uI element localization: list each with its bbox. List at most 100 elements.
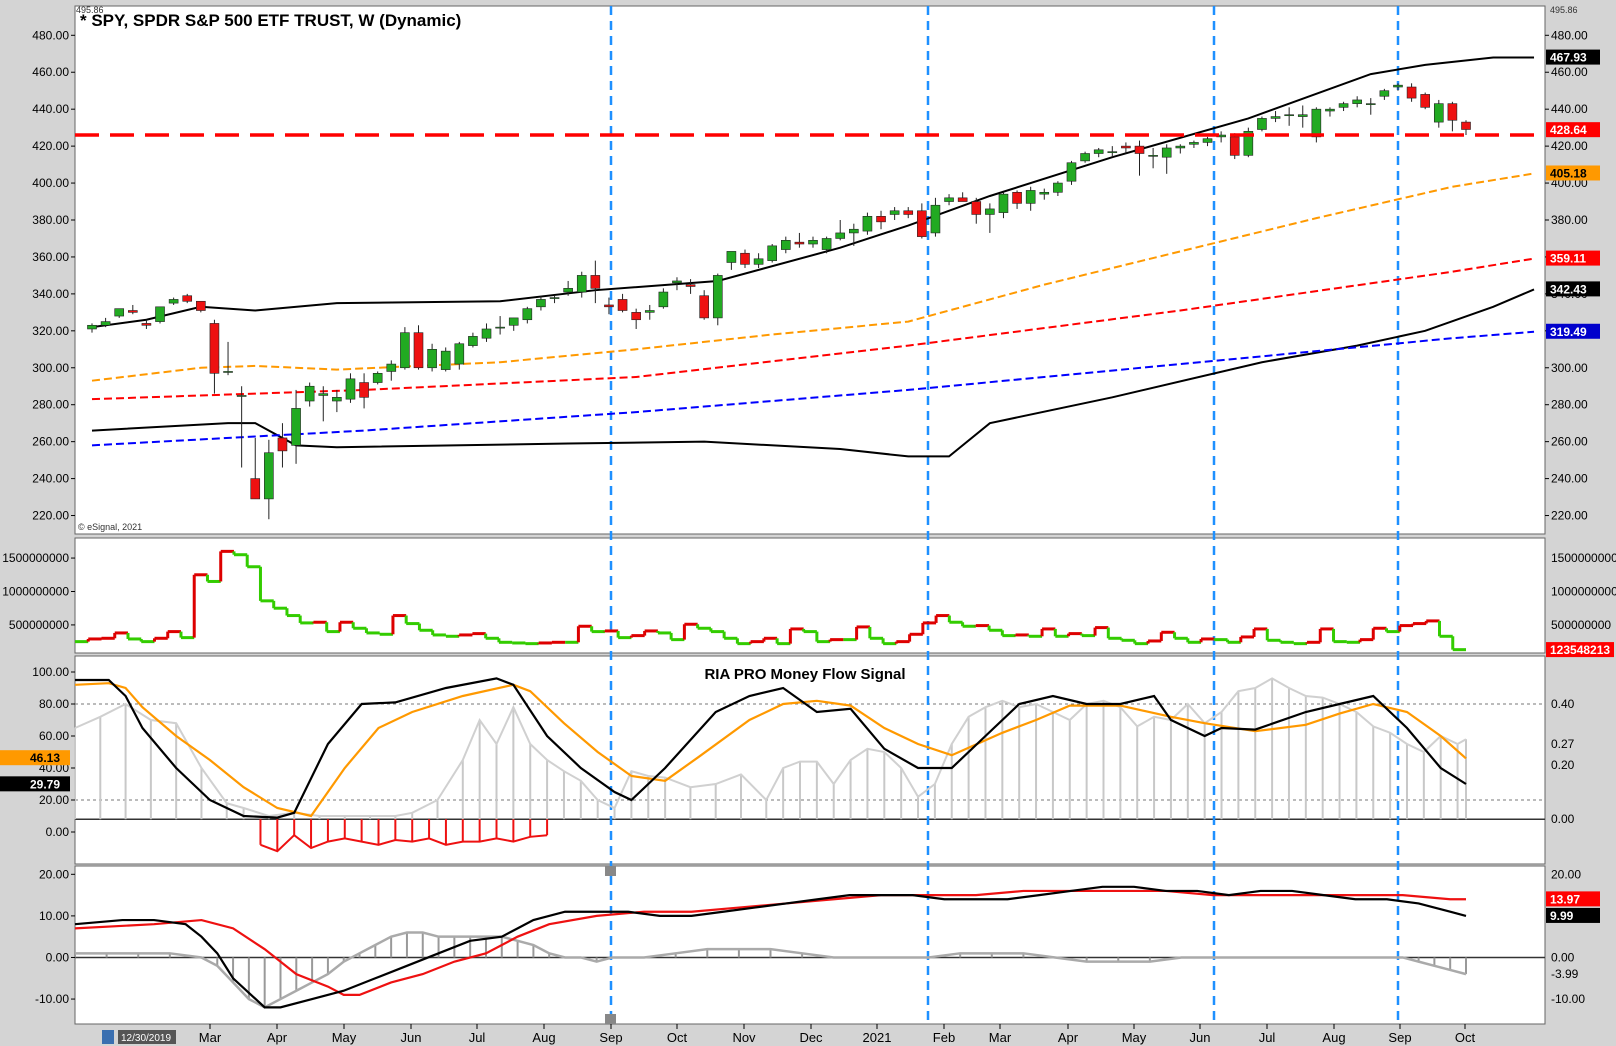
candle-body xyxy=(672,280,682,284)
mf-tick-label-right: 0.27 xyxy=(1551,737,1575,751)
candle-body xyxy=(264,452,274,500)
candle-body xyxy=(1093,149,1104,154)
mf-badge: 29.79 xyxy=(30,777,60,791)
candle-body xyxy=(495,326,505,329)
scale-toggle-icon[interactable] xyxy=(102,1030,114,1044)
candle-body xyxy=(794,241,805,245)
candle-body xyxy=(1134,145,1145,154)
candle-body xyxy=(100,321,111,326)
candle-body xyxy=(223,371,233,373)
candle-body xyxy=(413,332,424,369)
price-tick-label-left: 260.00 xyxy=(32,435,69,449)
volume-badge-bg xyxy=(1546,642,1614,658)
mf-tick-label-right: 0.00 xyxy=(1551,812,1575,826)
mf-badge-bg xyxy=(0,776,70,792)
price-badge: 467.93 xyxy=(1550,51,1587,65)
candle-body xyxy=(1025,190,1036,204)
candle-body xyxy=(141,323,152,326)
candle-body xyxy=(522,308,533,321)
candle-body xyxy=(1352,99,1362,104)
volume-tick-label-right: 1500000000 xyxy=(1551,551,1616,565)
price-tick-label-right: 280.00 xyxy=(1551,398,1588,412)
candle-body xyxy=(168,299,179,304)
price-tick-label-left: 340.00 xyxy=(32,287,69,301)
price-badge-bg xyxy=(1546,122,1600,138)
candle-body xyxy=(318,393,329,396)
price-tick-label-left: 220.00 xyxy=(32,509,69,523)
candle-body xyxy=(1121,145,1131,149)
candle-body xyxy=(87,324,97,330)
x-axis-label: Jun xyxy=(1190,1030,1211,1045)
marker-handle xyxy=(605,866,616,876)
candle-body xyxy=(808,240,818,245)
price-tick-label-left: 420.00 xyxy=(32,139,69,153)
axis-layer: 220.00 220.00 240.00 240.00 260.00 260.00 280.… xyxy=(0,28,1616,1045)
mf-tick-label-left: 60.00 xyxy=(39,729,69,743)
candle-body xyxy=(957,197,968,202)
macd-panel[interactable] xyxy=(74,865,1546,1025)
candle-body xyxy=(1284,114,1294,117)
candle-body xyxy=(1297,114,1308,117)
candle-body xyxy=(1406,86,1417,99)
x-axis-label: Feb xyxy=(933,1030,955,1045)
candle-body xyxy=(930,204,941,234)
date-box[interactable] xyxy=(118,1030,176,1044)
candle-body xyxy=(386,363,397,372)
series-layer xyxy=(74,56,1545,1009)
candle-body xyxy=(1189,142,1199,145)
candle-body xyxy=(182,295,193,302)
x-axis-label: Nov xyxy=(732,1030,756,1045)
mf-badge-bg xyxy=(0,750,70,766)
candle-body xyxy=(590,275,601,289)
volume-panel[interactable] xyxy=(74,537,1546,654)
moving-average-line xyxy=(91,330,1535,447)
candle-body xyxy=(1433,103,1444,123)
candle-body xyxy=(889,210,900,215)
price-tick-label-left: 400.00 xyxy=(32,176,69,190)
candle-body xyxy=(1420,94,1430,108)
x-axis-label: Dec xyxy=(799,1030,823,1045)
candle-body xyxy=(699,295,709,319)
price-tick-label-left: 480.00 xyxy=(32,28,69,42)
candle-body xyxy=(944,197,954,202)
volume-tick-label-left: 1000000000 xyxy=(2,584,69,598)
candle-body xyxy=(236,395,247,397)
x-axis-label: Mar xyxy=(199,1030,222,1045)
mf-tick-label-right: 0.20 xyxy=(1551,758,1575,772)
price-tick-label-right: 420.00 xyxy=(1551,139,1588,153)
price-tick-label-right: 300.00 xyxy=(1551,361,1588,375)
price-tick-label-left: 380.00 xyxy=(32,213,69,227)
price-panel[interactable] xyxy=(74,5,1546,535)
candle-body xyxy=(1325,108,1335,112)
macd-badge: 9.99 xyxy=(1550,909,1574,923)
candle-body xyxy=(767,245,777,261)
candle-body xyxy=(1012,191,1022,204)
x-axis-label: May xyxy=(1122,1030,1147,1045)
macd-tick-label-right: -10.00 xyxy=(1551,992,1585,1006)
moving-average-line xyxy=(91,172,1535,382)
mf-tick-label-left: 80.00 xyxy=(39,697,69,711)
candle-body xyxy=(1365,103,1376,105)
price-badge-bg xyxy=(1546,165,1600,181)
candle-body xyxy=(468,336,478,346)
mf-tick-label-left: 100.00 xyxy=(32,665,69,679)
candle-body xyxy=(1039,191,1050,195)
volume-tick-label-left: 1500000000 xyxy=(2,551,69,565)
price-tick-label-left: 460.00 xyxy=(32,65,69,79)
candle-body xyxy=(1338,103,1349,108)
candle-body xyxy=(1229,136,1240,156)
macd-histogram-outline xyxy=(75,931,1467,1009)
x-axis-label: Oct xyxy=(1455,1030,1476,1045)
candle-body xyxy=(209,323,220,374)
copyright-label: © eSignal, 2021 xyxy=(78,522,142,532)
candle-body xyxy=(985,208,995,215)
candle-body xyxy=(372,373,383,383)
candle-body xyxy=(917,210,927,237)
money-flow-panel[interactable] xyxy=(74,655,1546,865)
mf-histogram-outline xyxy=(74,677,1467,818)
price-tick-label-left: 240.00 xyxy=(32,472,69,486)
price-tick-label-right: 260.00 xyxy=(1551,435,1588,449)
mf-tick-label-right: 0.40 xyxy=(1551,697,1575,711)
x-axis-label: Apr xyxy=(267,1030,288,1045)
volume-tick-label-left: 500000000 xyxy=(9,618,69,632)
